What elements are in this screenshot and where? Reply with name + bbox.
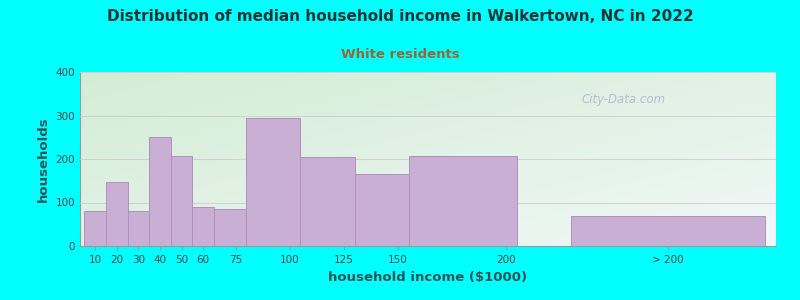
Y-axis label: households: households xyxy=(37,116,50,202)
Bar xyxy=(84,211,106,246)
Bar xyxy=(170,156,192,246)
Bar xyxy=(149,137,170,246)
X-axis label: household income ($1000): household income ($1000) xyxy=(329,271,527,284)
Bar xyxy=(127,211,149,246)
Bar xyxy=(246,118,301,246)
Bar xyxy=(214,209,246,246)
Text: White residents: White residents xyxy=(341,48,459,61)
Text: Distribution of median household income in Walkertown, NC in 2022: Distribution of median household income … xyxy=(106,9,694,24)
Bar xyxy=(301,157,354,246)
Text: City-Data.com: City-Data.com xyxy=(581,93,666,106)
Bar xyxy=(106,182,127,246)
Bar xyxy=(570,215,765,246)
Bar xyxy=(354,174,409,246)
Bar xyxy=(192,207,214,246)
Bar xyxy=(409,156,517,246)
